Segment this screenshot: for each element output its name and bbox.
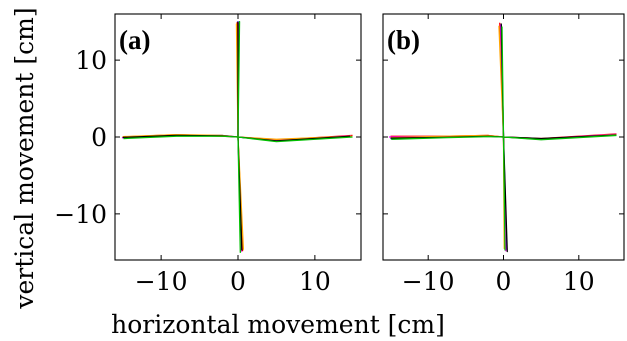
panel-label-a: (a) — [119, 25, 150, 55]
x-tick-label-a: 0 — [230, 267, 246, 296]
x-tick-label-b: 10 — [563, 267, 595, 296]
y-tick-label: −10 — [54, 200, 107, 229]
series-line-a-6 — [123, 21, 353, 253]
x-tick-label-b: −10 — [402, 267, 455, 296]
x-axis-title: horizontal movement [cm] — [111, 310, 445, 339]
x-tick-label-a: 10 — [299, 267, 331, 296]
series-line-b-6 — [391, 26, 617, 251]
panel-label-b: (b) — [387, 25, 420, 55]
x-tick-label-b: 0 — [496, 267, 512, 296]
y-axis-title: vertical movement [cm] — [10, 7, 39, 309]
x-tick-label-a: −10 — [135, 267, 188, 296]
y-tick-label: 10 — [75, 46, 107, 75]
panel-b: −10 0 10 (b) — [382, 13, 625, 296]
panel-a: −10 0 10 10 0 −10 (a) — [54, 13, 362, 296]
y-tick-label: 0 — [91, 123, 107, 152]
